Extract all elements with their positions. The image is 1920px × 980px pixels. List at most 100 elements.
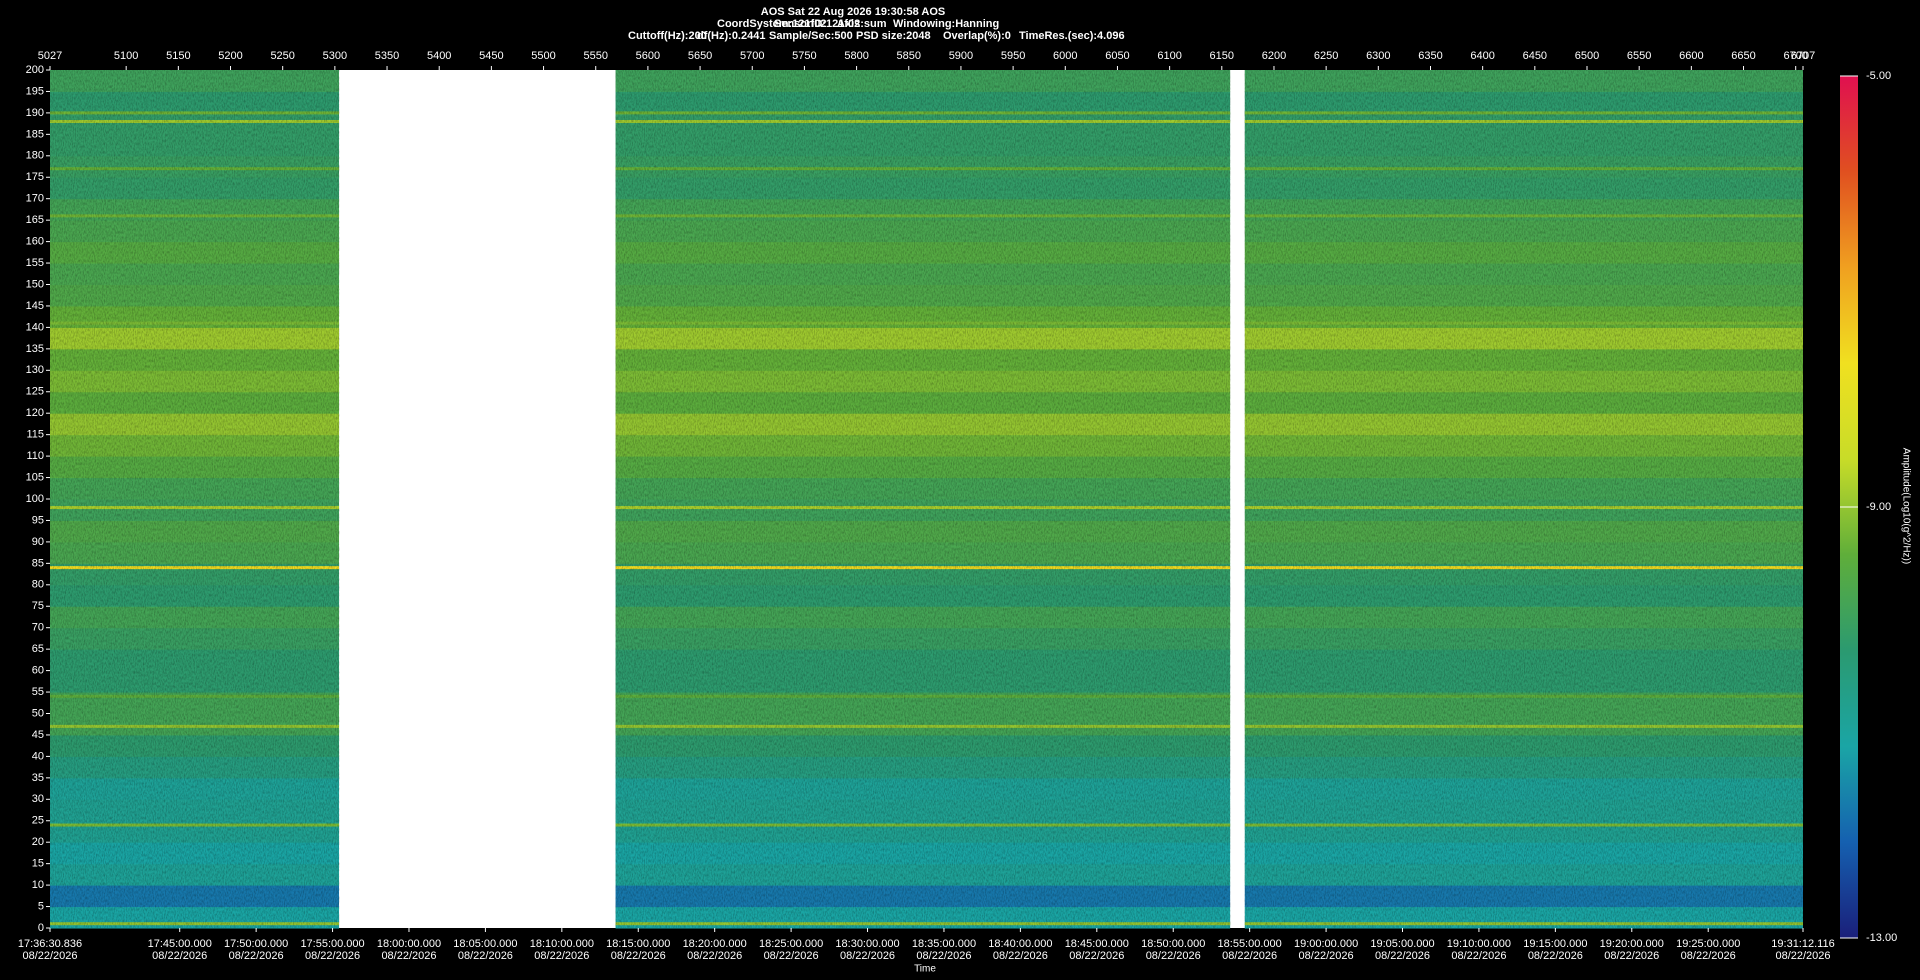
time-tick-label: 18:35:00.000 bbox=[912, 938, 976, 950]
heatmap-cell bbox=[1244, 70, 1803, 92]
y-tick-label: 170 bbox=[26, 193, 44, 205]
narrowband-line bbox=[50, 566, 340, 570]
heatmap-cell bbox=[1244, 91, 1803, 114]
x-tick-label: 6000 bbox=[1053, 50, 1077, 62]
heatmap-cell bbox=[1244, 584, 1803, 607]
info-text: Cuttoff(Hz):200 bbox=[628, 30, 707, 42]
heatmap-cell bbox=[50, 477, 340, 500]
heatmap-cell bbox=[615, 520, 1231, 543]
heatmap-cell bbox=[615, 670, 1231, 693]
narrowband-line bbox=[615, 724, 1231, 728]
date-label: 08/22/2026 bbox=[1375, 950, 1430, 962]
y-tick-label: 155 bbox=[26, 257, 44, 269]
narrowband-line bbox=[1244, 321, 1803, 325]
narrowband-line bbox=[615, 214, 1231, 218]
heatmap-cell bbox=[615, 777, 1231, 800]
date-label: 08/22/2026 bbox=[534, 950, 589, 962]
narrowband-line bbox=[50, 119, 340, 123]
y-tick-label: 85 bbox=[32, 557, 44, 569]
heatmap-cell bbox=[615, 649, 1231, 672]
narrowband-line bbox=[50, 111, 340, 115]
date-label: 08/22/2026 bbox=[1299, 950, 1354, 962]
narrowband-line bbox=[50, 823, 340, 827]
y-tick-label: 110 bbox=[26, 450, 44, 462]
heatmap-cell bbox=[1244, 885, 1803, 908]
narrowband-line bbox=[50, 167, 340, 171]
date-label: 08/22/2026 bbox=[611, 950, 666, 962]
y-tick-label: 140 bbox=[26, 321, 44, 333]
info-text: PSD size:2048 bbox=[856, 30, 931, 42]
heatmap-cell bbox=[615, 885, 1231, 908]
x-tick-label: 6350 bbox=[1418, 50, 1442, 62]
x-tick-label: 6650 bbox=[1731, 50, 1755, 62]
date-label: 08/22/2026 bbox=[229, 950, 284, 962]
colorbar-tick-label: -13.00 bbox=[1866, 932, 1897, 944]
heatmap-cell bbox=[1244, 284, 1803, 307]
heatmap-cell bbox=[1244, 391, 1803, 414]
narrowband-line bbox=[615, 119, 1231, 123]
y-tick-label: 195 bbox=[26, 85, 44, 97]
heatmap-cell bbox=[50, 863, 340, 886]
heatmap-cell bbox=[50, 112, 340, 135]
date-label: 08/22/2026 bbox=[840, 950, 895, 962]
date-label: 08/22/2026 bbox=[152, 950, 207, 962]
info-text: Sample/Sec:500 bbox=[769, 30, 853, 42]
x-tick-label: 6150 bbox=[1210, 50, 1234, 62]
x-tick-label: 6700 bbox=[1783, 50, 1807, 62]
heatmap-cell bbox=[1244, 799, 1803, 822]
x-tick-label: 6550 bbox=[1627, 50, 1651, 62]
heatmap-cell bbox=[50, 734, 340, 757]
time-tick-label: 19:31:12.116 bbox=[1771, 938, 1834, 950]
y-tick-label: 45 bbox=[32, 729, 44, 741]
narrowband-line bbox=[1244, 724, 1803, 728]
y-tick-label: 180 bbox=[26, 150, 44, 162]
y-tick-label: 135 bbox=[26, 343, 44, 355]
heatmap-cell bbox=[50, 391, 340, 414]
heatmap-cell bbox=[615, 713, 1231, 736]
narrowband-line bbox=[1244, 119, 1803, 123]
y-tick-label: 35 bbox=[32, 772, 44, 784]
y-tick-label: 55 bbox=[32, 686, 44, 698]
info-text: TimeRes.(sec):4.096 bbox=[1019, 30, 1125, 42]
x-tick-label: 5150 bbox=[166, 50, 190, 62]
heatmap-cell bbox=[615, 627, 1231, 650]
heatmap-cell bbox=[615, 606, 1231, 629]
heatmap-cell bbox=[615, 799, 1231, 822]
heatmap-cell bbox=[50, 541, 340, 564]
narrowband-line bbox=[50, 922, 340, 926]
y-tick-label: 145 bbox=[26, 300, 44, 312]
date-label: 08/22/2026 bbox=[1604, 950, 1659, 962]
narrowband-line bbox=[615, 922, 1231, 926]
heatmap-cell bbox=[1244, 220, 1803, 243]
heatmap-cell bbox=[50, 649, 340, 672]
y-tick-label: 175 bbox=[26, 171, 44, 183]
heatmap-cell bbox=[50, 606, 340, 629]
y-tick-label: 10 bbox=[32, 879, 44, 891]
heatmap-cell bbox=[1244, 863, 1803, 886]
heatmap-cell bbox=[615, 284, 1231, 307]
x-tick-label: 5850 bbox=[897, 50, 921, 62]
narrowband-line bbox=[1244, 111, 1803, 115]
y-tick-label: 115 bbox=[26, 429, 44, 441]
time-tick-label: 18:00:00.000 bbox=[377, 938, 441, 950]
heatmap-cell bbox=[50, 456, 340, 479]
time-tick-label: 18:55:00.000 bbox=[1218, 938, 1282, 950]
info-text: df(Hz):0.2441 bbox=[697, 30, 765, 42]
x-tick-label: 5550 bbox=[583, 50, 607, 62]
date-label: 08/22/2026 bbox=[1528, 950, 1583, 962]
heatmap-cell bbox=[50, 155, 340, 178]
x-tick-label: 5100 bbox=[114, 50, 138, 62]
x-tick-label: 5500 bbox=[531, 50, 555, 62]
narrowband-line bbox=[1244, 506, 1803, 510]
x-tick-label: 5300 bbox=[323, 50, 347, 62]
x-tick-label: 5350 bbox=[375, 50, 399, 62]
heatmap-cell bbox=[1244, 155, 1803, 178]
x-tick-label: 6500 bbox=[1575, 50, 1599, 62]
narrowband-line bbox=[1244, 214, 1803, 218]
heatmap-cell bbox=[1244, 112, 1803, 135]
heatmap-cell bbox=[50, 756, 340, 779]
heatmap-cell bbox=[615, 327, 1231, 350]
heatmap-cell bbox=[50, 284, 340, 307]
heatmap-cell bbox=[1244, 756, 1803, 779]
